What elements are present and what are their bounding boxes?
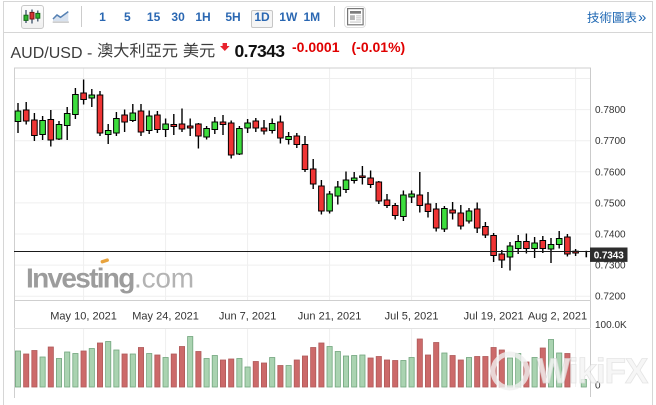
svg-text:.com: .com xyxy=(134,263,194,294)
svg-text:May 24, 2021: May 24, 2021 xyxy=(132,311,199,323)
svg-text:0.7600: 0.7600 xyxy=(595,167,626,178)
svg-text:WikiFX: WikiFX xyxy=(537,352,649,391)
svg-text:0.7800: 0.7800 xyxy=(595,105,626,116)
svg-text:May 10, 2021: May 10, 2021 xyxy=(50,311,117,323)
svg-text:Investing: Investing xyxy=(26,263,134,294)
svg-text:0.7200: 0.7200 xyxy=(595,292,626,303)
svg-text:0.7300: 0.7300 xyxy=(595,261,626,272)
svg-text:100.0K: 100.0K xyxy=(595,320,627,331)
svg-text:Jun 21, 2021: Jun 21, 2021 xyxy=(298,311,362,323)
svg-text:Jul 5, 2021: Jul 5, 2021 xyxy=(385,311,439,323)
svg-text:Aug 2, 2021: Aug 2, 2021 xyxy=(528,311,587,323)
svg-text:0.7700: 0.7700 xyxy=(595,136,626,147)
svg-text:0.7400: 0.7400 xyxy=(595,230,626,241)
svg-text:Jul 19, 2021: Jul 19, 2021 xyxy=(464,311,524,323)
svg-text:0.7343: 0.7343 xyxy=(594,250,625,261)
svg-text:Jun 7, 2021: Jun 7, 2021 xyxy=(219,311,277,323)
svg-text:0.7500: 0.7500 xyxy=(595,198,626,209)
svg-text:0: 0 xyxy=(595,381,601,392)
